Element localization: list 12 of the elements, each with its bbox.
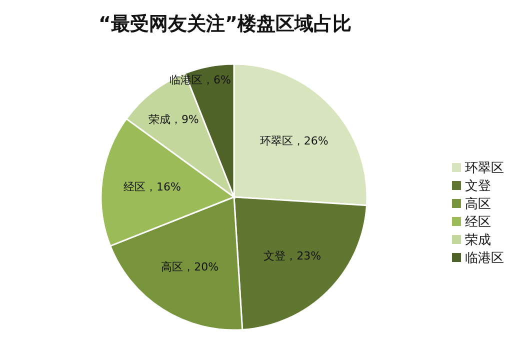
legend-label: 经区 — [465, 215, 491, 230]
chart-title: “最受网友关注”楼盘区域占比 — [98, 13, 352, 35]
data-label: 高区，20% — [161, 260, 219, 274]
legend-label: 临港区 — [465, 251, 504, 266]
data-label: 环翠区，26% — [260, 134, 328, 148]
legend-label: 荣成 — [465, 233, 491, 248]
data-label: 文登，23% — [264, 249, 322, 262]
legend-label: 文登 — [465, 179, 491, 194]
legend-label: 环翠区 — [465, 161, 504, 176]
legend-label: 高区 — [465, 196, 491, 212]
data-label: 荣成，9% — [148, 113, 199, 126]
data-label: 经区，16% — [123, 180, 181, 194]
